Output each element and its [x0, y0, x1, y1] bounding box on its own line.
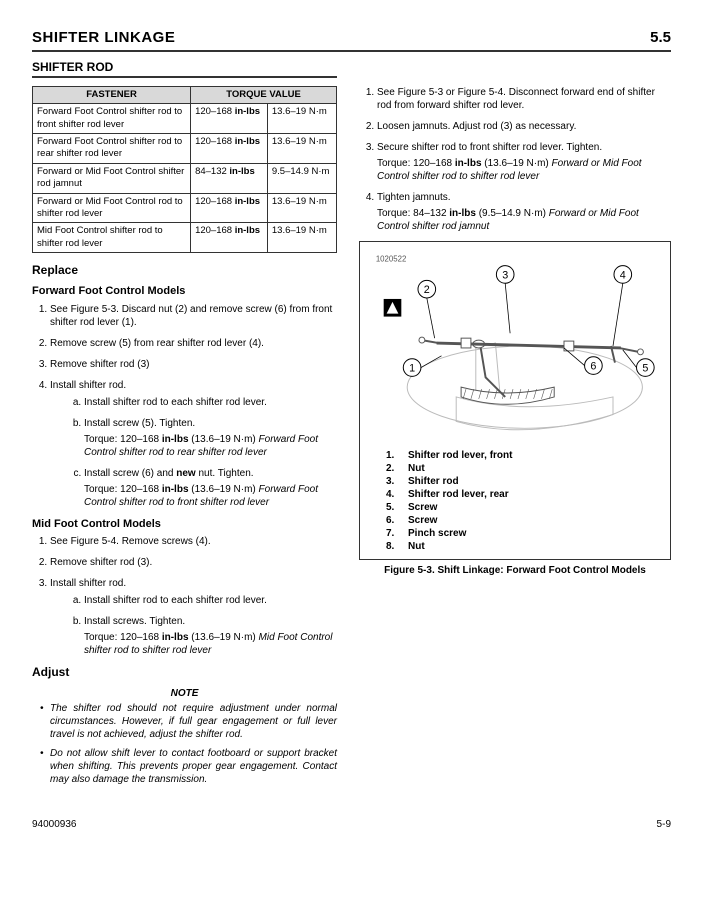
right-step-2: Loosen jamnuts. Adjust rod (3) as necess…: [377, 120, 671, 133]
fwd-4b-text: Install screw (5). Tighten.: [84, 418, 195, 429]
mid-models-heading: Mid Foot Control Models: [32, 517, 337, 531]
svg-text:6: 6: [590, 361, 596, 373]
mid-step-1: See Figure 5-4. Remove screws (4).: [50, 535, 337, 548]
th-torque: TORQUE VALUE: [191, 87, 337, 104]
torque-table: FASTENER TORQUE VALUE Forward Foot Contr…: [32, 86, 337, 253]
note-heading: NOTE: [32, 687, 337, 700]
note-1: The shifter rod should not require adjus…: [40, 702, 337, 741]
legend-row: 7.Pinch screw: [386, 527, 662, 540]
legend-row: 8.Nut: [386, 540, 662, 553]
mid-step-3-text: Install shifter rod.: [50, 578, 126, 589]
figure-diagram: 1020522 2 3 4 1 6 5: [368, 248, 662, 443]
mid-3b-text: Install screws. Tighten.: [84, 616, 185, 627]
figure-box: 1020522 2 3 4 1 6 5 1.Shifter rod lever, front…: [359, 241, 671, 560]
right-column: See Figure 5-3 or Figure 5-4. Disconnect…: [359, 86, 671, 792]
adjust-notes: The shifter rod should not require adjus…: [32, 702, 337, 786]
right-step-4: Tighten jamnuts. Torque: 84–132 in-lbs (…: [377, 191, 671, 233]
footer-right: 5-9: [657, 818, 671, 831]
table-row: Forward Foot Control shifter rod to fron…: [33, 104, 337, 134]
figure-caption: Figure 5-3. Shift Linkage: Forward Foot …: [359, 564, 671, 577]
fwd-4b-torque: Torque: 120–168 in-lbs (13.6–19 N·m) For…: [84, 433, 337, 459]
right-step-4-text: Tighten jamnuts.: [377, 192, 451, 203]
fwd-step-3: Remove shifter rod (3): [50, 358, 337, 371]
page-title: SHIFTER LINKAGE: [32, 28, 175, 48]
figure-legend: 1.Shifter rod lever, front2.Nut3.Shifter…: [386, 449, 662, 553]
page-header: SHIFTER LINKAGE 5.5: [32, 28, 671, 52]
footer-left: 94000936: [32, 818, 77, 831]
left-column: FASTENER TORQUE VALUE Forward Foot Contr…: [32, 86, 337, 792]
mid-step-2: Remove shifter rod (3).: [50, 556, 337, 569]
mid-substeps: Install shifter rod to each shifter rod …: [50, 594, 337, 657]
fwd-4c-torque: Torque: 120–168 in-lbs (13.6–19 N·m) For…: [84, 483, 337, 509]
note-2: Do not allow shift lever to contact foot…: [40, 747, 337, 786]
mid-step-3: Install shifter rod. Install shifter rod…: [50, 577, 337, 657]
fwd-step-4: Install shifter rod. Install shifter rod…: [50, 379, 337, 509]
fwd-steps: See Figure 5-3. Discard nut (2) and remo…: [32, 303, 337, 509]
fwd-4a: Install shifter rod to each shifter rod …: [84, 396, 337, 409]
mid-3b: Install screws. Tighten. Torque: 120–168…: [84, 615, 337, 657]
legend-row: 5.Screw: [386, 501, 662, 514]
svg-text:1020522: 1020522: [376, 255, 406, 264]
svg-text:5: 5: [642, 363, 648, 375]
right-step-1: See Figure 5-3 or Figure 5-4. Disconnect…: [377, 86, 671, 112]
legend-row: 1.Shifter rod lever, front: [386, 449, 662, 462]
svg-text:4: 4: [620, 269, 626, 281]
mid-steps: See Figure 5-4. Remove screws (4). Remov…: [32, 535, 337, 657]
table-row: Forward or Mid Foot Control rod to shift…: [33, 193, 337, 223]
mid-3a: Install shifter rod to each shifter rod …: [84, 594, 337, 607]
legend-row: 4.Shifter rod lever, rear: [386, 488, 662, 501]
svg-text:2: 2: [424, 284, 430, 296]
two-column-layout: FASTENER TORQUE VALUE Forward Foot Contr…: [32, 86, 671, 792]
adjust-heading: Adjust: [32, 665, 337, 681]
legend-row: 3.Shifter rod: [386, 475, 662, 488]
right-step-3: Secure shifter rod to front shifter rod …: [377, 141, 671, 183]
fwd-step-4-text: Install shifter rod.: [50, 380, 126, 391]
right-steps: See Figure 5-3 or Figure 5-4. Disconnect…: [359, 86, 671, 233]
right-4-torque: Torque: 84–132 in-lbs (9.5–14.9 N·m) For…: [377, 207, 671, 233]
fwd-step-1: See Figure 5-3. Discard nut (2) and remo…: [50, 303, 337, 329]
svg-text:3: 3: [502, 269, 508, 281]
th-fastener: FASTENER: [33, 87, 191, 104]
table-row: Forward or Mid Foot Control shifter rod …: [33, 163, 337, 193]
fwd-4b: Install screw (5). Tighten. Torque: 120–…: [84, 417, 337, 459]
fwd-models-heading: Forward Foot Control Models: [32, 284, 337, 298]
table-row: Mid Foot Control shifter rod to shifter …: [33, 223, 337, 253]
right-step-3-text: Secure shifter rod to front shifter rod …: [377, 142, 602, 153]
mid-3b-torque: Torque: 120–168 in-lbs (13.6–19 N·m) Mid…: [84, 631, 337, 657]
replace-heading: Replace: [32, 263, 337, 279]
subtitle: SHIFTER ROD: [32, 60, 337, 79]
fwd-substeps: Install shifter rod to each shifter rod …: [50, 396, 337, 509]
page-footer: 94000936 5-9: [32, 818, 671, 831]
svg-text:1: 1: [409, 363, 415, 375]
section-number: 5.5: [650, 28, 671, 48]
legend-row: 2.Nut: [386, 462, 662, 475]
legend-row: 6.Screw: [386, 514, 662, 527]
table-row: Forward Foot Control shifter rod to rear…: [33, 134, 337, 164]
right-3-torque: Torque: 120–168 in-lbs (13.6–19 N·m) For…: [377, 157, 671, 183]
fwd-step-2: Remove screw (5) from rear shifter rod l…: [50, 337, 337, 350]
fwd-4c: Install screw (6) and new nut. Tighten. …: [84, 467, 337, 509]
